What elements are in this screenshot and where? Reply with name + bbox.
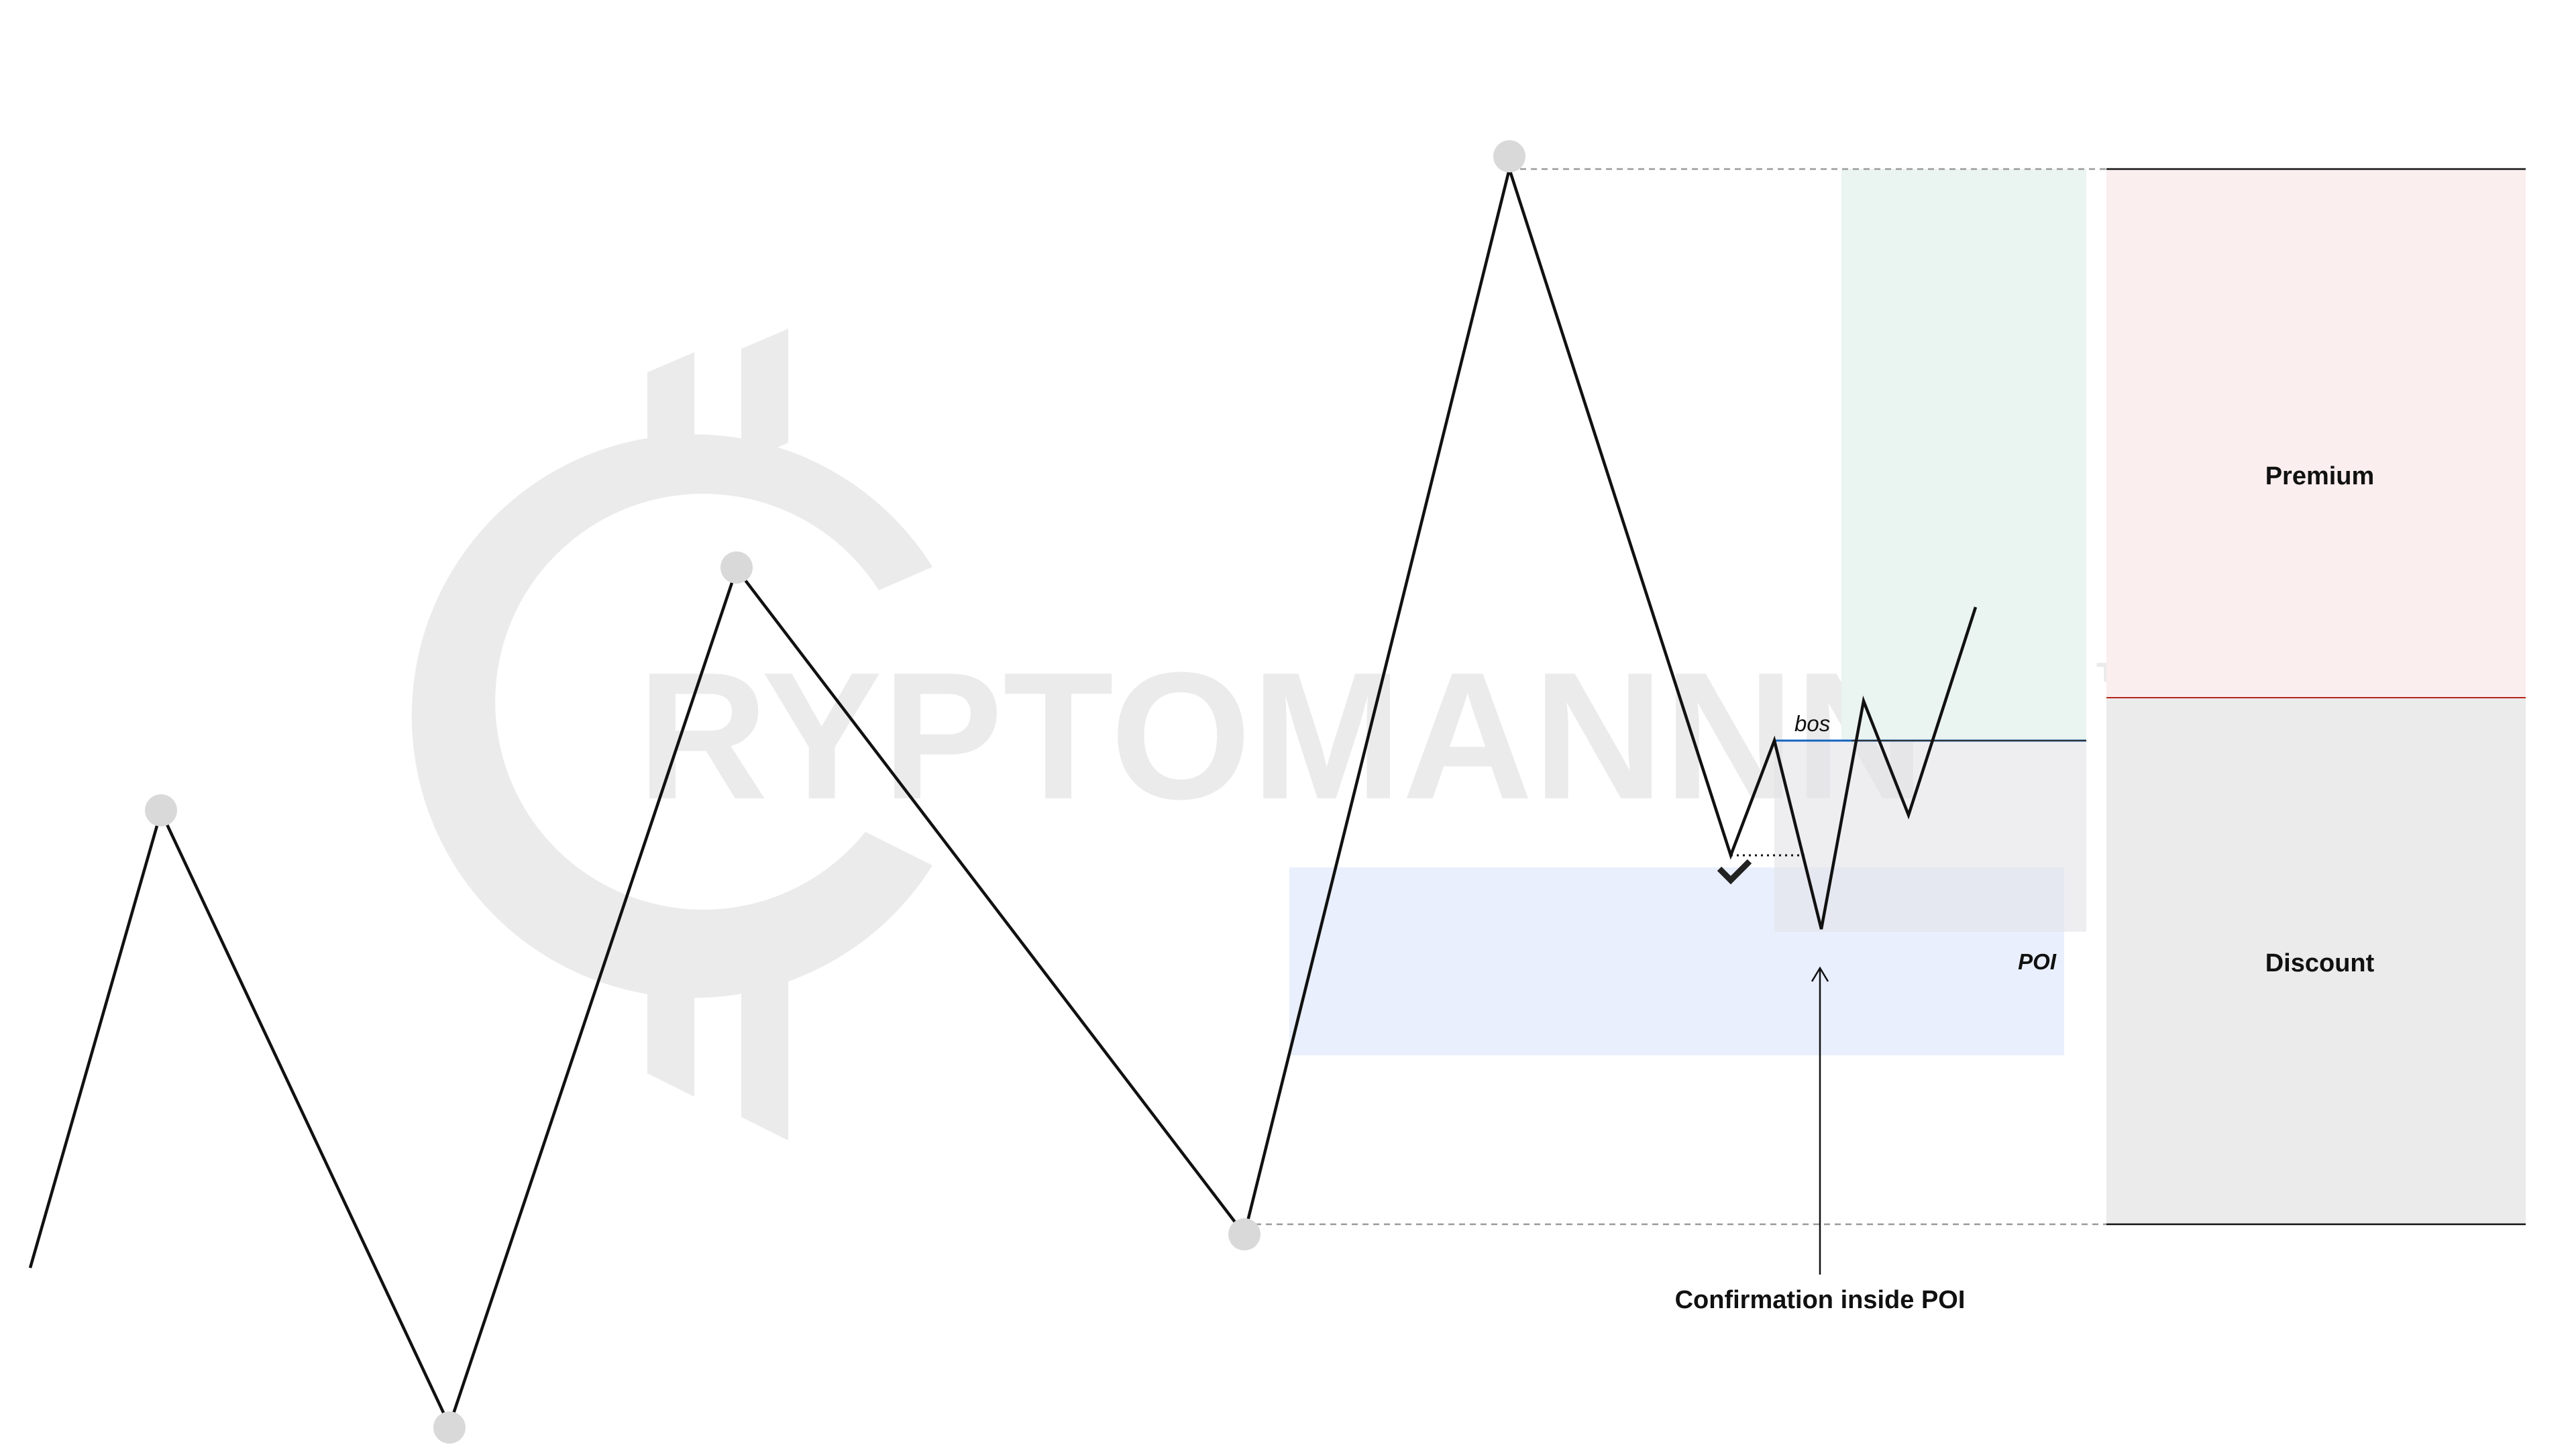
price-path bbox=[28, 163, 1978, 1430]
watermark-text: RYPTOMANNN bbox=[637, 635, 1925, 837]
discount-zone bbox=[2106, 698, 2526, 1224]
swing-marker bbox=[433, 1411, 466, 1444]
swing-marker bbox=[1493, 140, 1525, 172]
watermark-bar bbox=[647, 973, 694, 1097]
premium-zone bbox=[2106, 169, 2526, 698]
checkmark-icon bbox=[1717, 859, 1752, 885]
bos-label: bos bbox=[1794, 711, 1830, 736]
swing-marker bbox=[145, 794, 177, 826]
watermark-bar bbox=[741, 329, 788, 463]
confirmation-label: Confirmation inside POI bbox=[1675, 1286, 1966, 1314]
watermark-c-shape bbox=[411, 434, 932, 998]
swing-marker bbox=[720, 551, 753, 584]
poi-label: POI bbox=[2018, 949, 2057, 974]
target-zone bbox=[1841, 169, 2086, 741]
swing-marker bbox=[1228, 1218, 1260, 1250]
arrow-head-icon bbox=[1811, 966, 1829, 982]
premium-label: Premium bbox=[2265, 462, 2375, 490]
watermark-bar bbox=[741, 973, 788, 1140]
watermark-bar bbox=[647, 352, 694, 470]
ltf-poi-zone bbox=[1774, 741, 2086, 932]
premium-discount-zones: Premium Discount bbox=[2106, 168, 2526, 1226]
discount-label: Discount bbox=[2265, 949, 2375, 977]
